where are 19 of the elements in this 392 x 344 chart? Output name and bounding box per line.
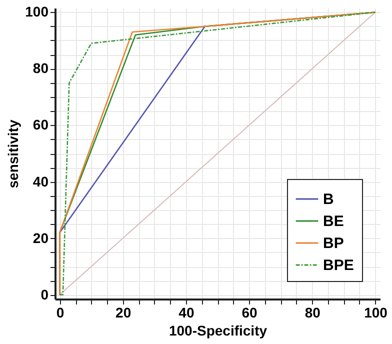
y-tick-label: 100 xyxy=(25,4,49,20)
legend-label: BPE xyxy=(323,257,354,274)
legend-label: BE xyxy=(323,213,344,230)
x-tick-label: 40 xyxy=(178,304,194,320)
y-tick-label: 20 xyxy=(32,230,49,246)
y-tick-label: 80 xyxy=(32,60,49,76)
y-axis-title: sensitivity xyxy=(5,120,22,188)
x-axis-title: 100-Specificity xyxy=(168,322,268,338)
y-tick-label: 0 xyxy=(40,286,49,302)
x-tick-label: 0 xyxy=(56,304,64,320)
line-series xyxy=(59,12,376,296)
legend-label: B xyxy=(323,191,334,208)
y-tick-label: 60 xyxy=(32,116,49,133)
x-tick-label: 100 xyxy=(364,304,388,320)
x-tick-label: 60 xyxy=(242,304,258,320)
x-tick-label: 80 xyxy=(304,304,321,320)
y-tick-label: 40 xyxy=(32,173,49,190)
x-tick-label: 20 xyxy=(116,304,132,320)
legend-label: BP xyxy=(323,235,344,252)
